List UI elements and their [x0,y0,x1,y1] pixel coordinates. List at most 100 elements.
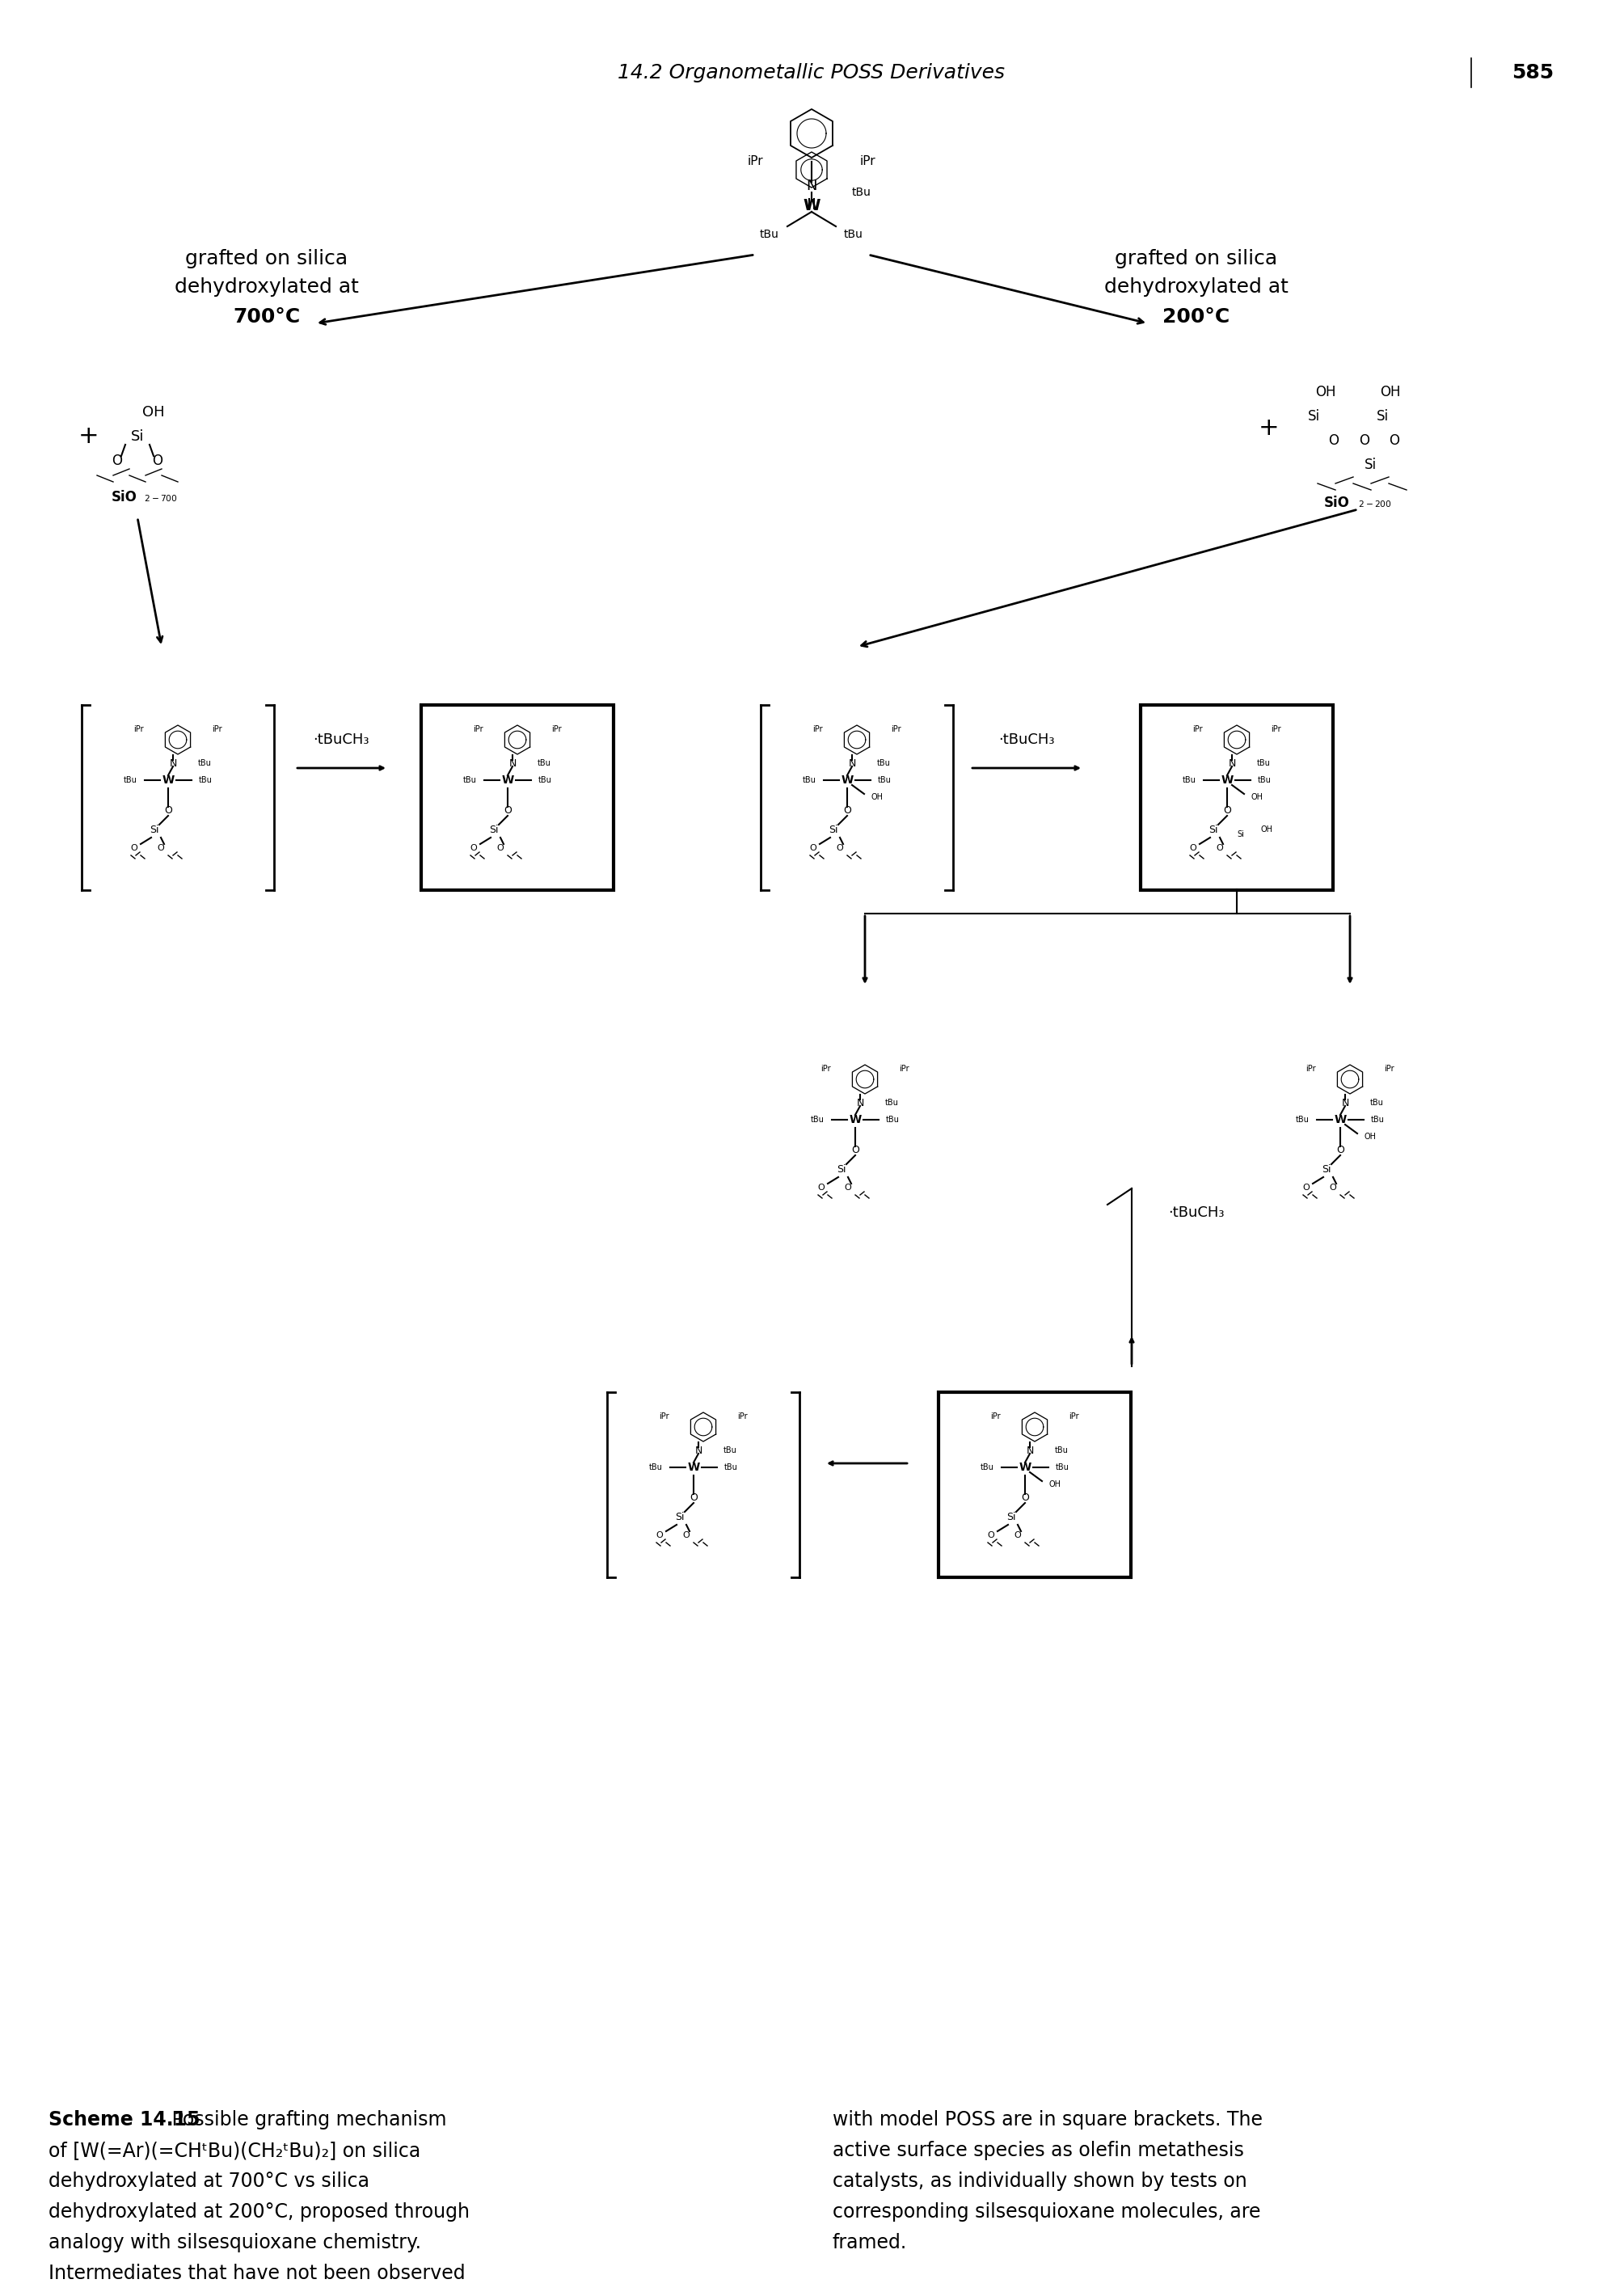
Text: tBu: tBu [198,777,213,784]
Text: 200°C: 200°C [1163,307,1229,328]
Text: corresponding silsesquioxane molecules, are: corresponding silsesquioxane molecules, … [833,2203,1260,2221]
Text: tBu: tBu [885,1098,898,1107]
Text: tBu: tBu [981,1462,994,1471]
Text: iPr: iPr [551,724,562,733]
Text: iPr: iPr [1270,724,1281,733]
Text: O: O [844,1183,851,1192]
Text: W: W [1018,1462,1031,1474]
Text: iPr: iPr [747,156,763,167]
Text: O: O [503,804,512,816]
Text: iPr: iPr [133,724,145,733]
Text: O: O [836,843,843,853]
Text: N: N [695,1446,702,1455]
Text: tBu: tBu [198,759,211,768]
Text: iPr: iPr [473,724,484,733]
Text: Si: Si [1307,408,1320,424]
Text: iPr: iPr [861,156,875,167]
Text: O: O [1216,843,1223,853]
Text: W: W [687,1462,700,1474]
Text: +: + [78,424,99,449]
Text: tBu: tBu [802,777,817,784]
Text: O: O [112,454,122,468]
Text: Si: Si [132,429,145,445]
Text: Si: Si [1208,825,1218,834]
Text: O: O [851,1146,859,1155]
Text: OH: OH [1049,1481,1060,1488]
Text: O: O [497,843,503,853]
Text: N: N [169,759,177,768]
Text: tBu: tBu [1056,1462,1069,1471]
Text: Si: Si [1237,830,1244,839]
Text: dehydroxylated at: dehydroxylated at [175,277,359,296]
Text: iPr: iPr [1192,724,1203,733]
Text: O: O [987,1531,994,1540]
Text: iPr: iPr [812,724,823,733]
Text: iPr: iPr [892,724,901,733]
Text: tBu: tBu [1371,1116,1385,1123]
Bar [421,706,614,889]
Text: framed.: framed. [833,2232,908,2253]
Text: Si: Si [489,825,499,834]
Text: tBu: tBu [123,777,138,784]
Text: O: O [153,454,162,468]
Text: tBu: tBu [1296,1116,1309,1123]
Text: of [W(=Ar)(=CHᵗBu)(CH₂ᵗBu)₂] on silica: of [W(=Ar)(=CHᵗBu)(CH₂ᵗBu)₂] on silica [49,2141,421,2161]
Text: Scheme 14.15: Scheme 14.15 [49,2111,200,2129]
Text: O: O [843,804,851,816]
Text: O: O [1190,843,1197,853]
Text: tBu: tBu [1257,759,1270,768]
Text: Si: Si [1007,1510,1017,1522]
Text: iPr: iPr [1384,1066,1393,1073]
Text: tBu: tBu [723,1446,737,1455]
Text: O: O [810,843,817,853]
Text: O: O [1389,433,1400,447]
Text: W: W [1333,1114,1346,1125]
Text: OH: OH [143,406,164,419]
Text: tBu: tBu [650,1462,663,1471]
Text: O: O [1302,1183,1311,1192]
Text: tBu: tBu [879,777,892,784]
Text: W: W [502,775,513,786]
Text: Si: Si [828,825,838,834]
Text: $_{2-200}$: $_{2-200}$ [1358,497,1392,509]
Text: iPr: iPr [900,1066,909,1073]
Text: N: N [1341,1098,1350,1107]
Text: active surface species as olefin metathesis: active surface species as olefin metathe… [833,2141,1244,2161]
Text: grafted on silica: grafted on silica [185,250,348,268]
Text: Si: Si [149,825,159,834]
Text: N: N [806,179,817,193]
Text: O: O [690,1492,698,1504]
Text: Intermediates that have not been observed: Intermediates that have not been observe… [49,2264,466,2283]
Text: W: W [162,775,174,786]
Text: iPr: iPr [820,1066,831,1073]
Text: N: N [848,759,856,768]
Text: 700°C: 700°C [234,307,300,328]
Text: iPr: iPr [1306,1066,1315,1073]
Text: SiO: SiO [112,490,138,504]
Text: O: O [1328,433,1340,447]
Text: N: N [1228,759,1236,768]
Text: iPr: iPr [991,1412,1000,1421]
Text: W: W [849,1114,861,1125]
Text: O: O [158,843,164,853]
Text: OH: OH [1380,385,1400,399]
Text: Si: Si [1364,458,1376,472]
Text: dehydroxylated at 200°C, proposed through: dehydroxylated at 200°C, proposed throug… [49,2203,469,2221]
Text: grafted on silica: grafted on silica [1116,250,1278,268]
Text: N: N [856,1098,864,1107]
Text: O: O [1021,1492,1030,1504]
Text: O: O [656,1531,663,1540]
Text: $_{2-700}$: $_{2-700}$ [145,490,177,504]
Text: O: O [818,1183,825,1192]
Text: tBu: tBu [538,759,551,768]
Text: analogy with silsesquioxane chemistry.: analogy with silsesquioxane chemistry. [49,2232,421,2253]
Text: OH: OH [1315,385,1337,399]
Text: W: W [802,199,820,213]
Text: Si: Si [1376,408,1389,424]
Text: dehydroxylated at 700°C vs silica: dehydroxylated at 700°C vs silica [49,2171,369,2191]
Text: tBu: tBu [1371,1098,1384,1107]
Text: O: O [1015,1531,1021,1540]
Text: Si: Si [676,1510,684,1522]
Text: O: O [682,1531,690,1540]
Text: W: W [841,775,853,786]
